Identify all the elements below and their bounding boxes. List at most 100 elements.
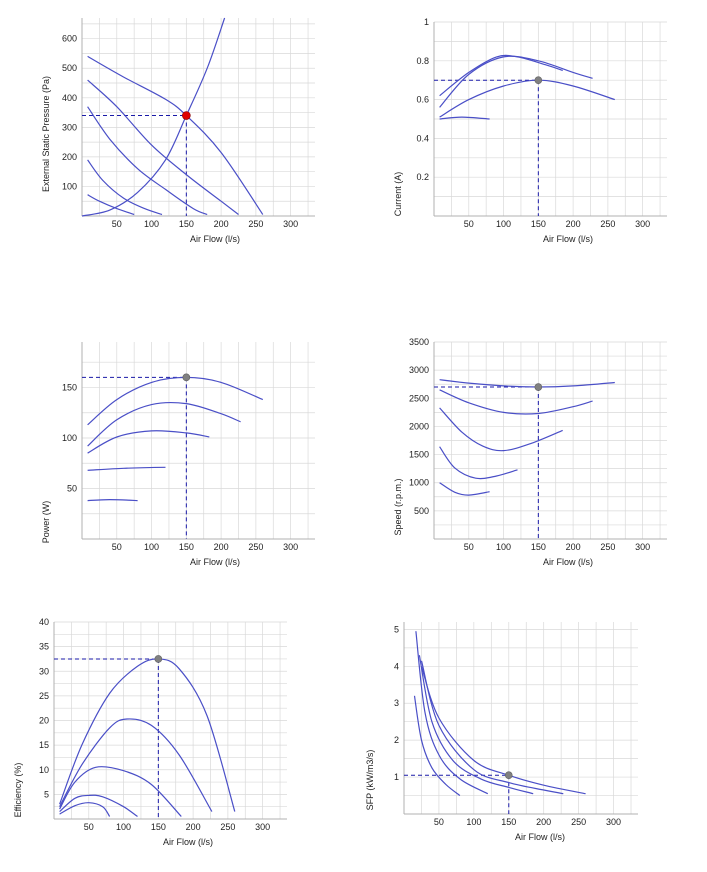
y-tick-label: 3000 <box>409 365 429 375</box>
y-tick-label: 5 <box>44 789 49 799</box>
y-tick-label: 15 <box>39 740 49 750</box>
y-axis-label: SFP (kW/m3/s) <box>365 750 375 811</box>
y-axis-label: Power (W) <box>41 501 51 544</box>
operating-point-marker <box>534 76 543 84</box>
y-tick-label: 1500 <box>409 450 429 460</box>
x-tick-label: 50 <box>112 219 122 229</box>
performance-curve <box>87 498 138 502</box>
y-tick-label: 0.8 <box>416 56 429 66</box>
x-tick-label: 100 <box>144 219 159 229</box>
performance-curve <box>418 655 534 795</box>
x-tick-label: 200 <box>566 542 581 552</box>
performance-curve <box>439 79 615 118</box>
y-tick-label: 150 <box>62 382 77 392</box>
x-tick-label: 200 <box>214 219 229 229</box>
performance-curve <box>439 54 563 97</box>
x-tick-label: 250 <box>571 817 586 827</box>
performance-curve <box>87 55 264 215</box>
operating-point-marker <box>504 771 513 780</box>
performance-curve <box>87 466 166 471</box>
x-tick-label: 50 <box>112 542 122 552</box>
chart-sfp: 50 100 150 200 250 300 1 2 3 4 5 Air Flow (l/s) SF… <box>365 622 638 842</box>
y-tick-label: 200 <box>62 152 77 162</box>
x-tick-label: 150 <box>151 822 166 832</box>
x-tick-label: 250 <box>248 219 263 229</box>
x-tick-label: 300 <box>283 542 298 552</box>
operating-point-marker <box>154 655 163 663</box>
y-tick-label: 5 <box>394 624 399 634</box>
chart-current: 50 100 150 200 250 300 0.2 0.4 0.6 0.8 1 Air Flow … <box>393 17 667 244</box>
y-tick-label: 20 <box>39 716 49 726</box>
performance-curve <box>59 718 213 812</box>
chart-pressure: 50 100 150 200 250 300 100 200 300 400 500 600 Air … <box>41 17 315 244</box>
y-tick-label: 3500 <box>409 337 429 347</box>
x-tick-label: 300 <box>283 219 298 229</box>
x-axis-label: Air Flow (l/s) <box>543 234 593 244</box>
x-tick-label: 250 <box>600 542 615 552</box>
x-tick-label: 150 <box>531 542 546 552</box>
x-axis-label: Air Flow (l/s) <box>543 557 593 567</box>
y-tick-label: 400 <box>62 93 77 103</box>
x-tick-label: 50 <box>464 542 474 552</box>
performance-curve <box>439 389 593 415</box>
x-tick-label: 300 <box>606 817 621 827</box>
performance-curve <box>87 79 239 215</box>
performance-curve <box>87 106 208 216</box>
y-tick-label: 600 <box>62 34 77 44</box>
y-tick-label: 4 <box>394 661 399 671</box>
y-tick-label: 50 <box>67 483 77 493</box>
chart-power: 50 100 150 200 250 300 50 100 150 Air Flow (l/s)… <box>41 342 315 567</box>
x-tick-label: 200 <box>566 219 581 229</box>
performance-curve <box>420 666 586 795</box>
operating-point-marker <box>182 373 191 382</box>
operating-point-marker <box>182 111 191 120</box>
y-tick-label: 3 <box>394 698 399 708</box>
y-tick-label: 10 <box>39 765 49 775</box>
y-tick-label: 500 <box>414 506 429 516</box>
performance-curve <box>439 446 518 480</box>
chart-speed: 50 100 150 200 250 300 500 1000 1500 2000 2500 3000… <box>393 337 667 567</box>
x-tick-label: 150 <box>179 542 194 552</box>
x-axis-label: Air Flow (l/s) <box>190 557 240 567</box>
x-tick-label: 150 <box>531 219 546 229</box>
performance-curve <box>439 116 490 120</box>
y-tick-label: 0.4 <box>416 133 429 143</box>
x-tick-label: 150 <box>501 817 516 827</box>
performance-curve <box>59 794 138 817</box>
x-tick-label: 300 <box>635 542 650 552</box>
x-tick-label: 100 <box>496 542 511 552</box>
chart-efficiency: 50 100 150 200 250 300 5 10 15 20 25 30 35 40 Air Flo… <box>13 617 287 847</box>
x-tick-label: 200 <box>186 822 201 832</box>
x-tick-label: 100 <box>144 542 159 552</box>
x-tick-label: 50 <box>434 817 444 827</box>
y-axis-label: Efficiency (%) <box>13 763 23 818</box>
y-axis-label: Current (A) <box>393 172 403 217</box>
y-tick-label: 40 <box>39 617 49 627</box>
performance-curve <box>87 401 241 447</box>
performance-curve <box>439 407 563 452</box>
x-tick-label: 250 <box>600 219 615 229</box>
x-tick-label: 50 <box>84 822 94 832</box>
y-tick-label: 0.2 <box>416 172 429 182</box>
x-tick-label: 250 <box>248 542 263 552</box>
y-tick-label: 300 <box>62 122 77 132</box>
x-tick-label: 50 <box>464 219 474 229</box>
y-tick-label: 35 <box>39 642 49 652</box>
y-tick-label: 0.6 <box>416 95 429 105</box>
x-tick-label: 300 <box>255 822 270 832</box>
y-axis-label: External Static Pressure (Pa) <box>41 76 51 192</box>
operating-point-marker <box>534 383 543 391</box>
performance-curve <box>413 695 461 796</box>
x-tick-label: 100 <box>466 817 481 827</box>
x-tick-label: 300 <box>635 219 650 229</box>
performance-curve <box>59 766 182 817</box>
x-axis-label: Air Flow (l/s) <box>190 234 240 244</box>
y-tick-label: 2 <box>394 735 399 745</box>
x-tick-label: 200 <box>214 542 229 552</box>
y-tick-label: 1 <box>394 772 399 782</box>
y-tick-label: 30 <box>39 666 49 676</box>
x-tick-label: 200 <box>536 817 551 827</box>
y-tick-label: 500 <box>62 63 77 73</box>
performance-curve <box>420 660 564 795</box>
